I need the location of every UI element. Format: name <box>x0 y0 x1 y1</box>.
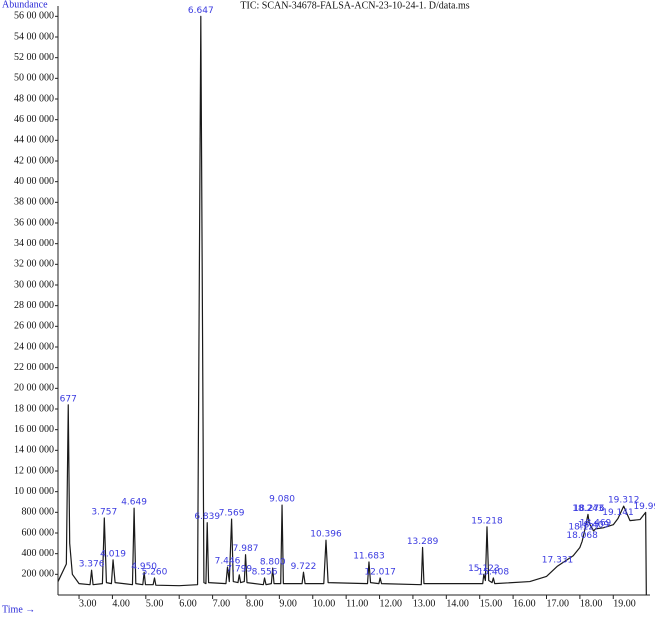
peak-label: 19.99 <box>633 502 655 512</box>
x-tick-label: 13.00 <box>413 598 436 609</box>
peak-label: 17.331 <box>542 556 574 566</box>
x-tick-label: 10.00 <box>313 598 336 609</box>
x-tick-label: 3.00 <box>79 598 97 609</box>
y-tick-label: 20 00 000 <box>14 383 54 394</box>
trace <box>57 15 647 596</box>
y-tick-label: 32 00 000 <box>14 259 54 270</box>
peak-label: 18.068 <box>566 531 598 541</box>
y-tick-label: 50 00 000 <box>14 73 54 84</box>
x-tick-label: 18.00 <box>580 598 603 609</box>
y-tick-label: 600 000 <box>22 527 55 538</box>
peak-label: 19.141 <box>602 508 634 518</box>
chart-title: TIC: SCAN-34678-FALSA-ACN-23-10-24-1. D/… <box>240 0 469 11</box>
y-tick-label: 36 00 000 <box>14 217 54 228</box>
y-tick-label: 200 000 <box>22 569 55 580</box>
peak-label: 12.017 <box>364 567 396 577</box>
peak-label: 9.080 <box>269 495 295 505</box>
peak-label: 4.950 <box>131 562 157 572</box>
x-tick-label: 9.00 <box>279 598 297 609</box>
x-tick-label: 16.00 <box>513 598 536 609</box>
peak-label: 4.649 <box>121 498 147 508</box>
y-tick-label: 12 00 000 <box>14 465 54 476</box>
y-tick-label: 16 00 000 <box>14 424 54 435</box>
peak-label: 4.019 <box>100 549 126 559</box>
y-tick-label: 38 00 000 <box>14 197 54 208</box>
y-tick-label: 56 00 000 <box>14 11 54 22</box>
y-tick-label: 48 00 000 <box>14 93 54 104</box>
y-tick-label: 40 00 000 <box>14 176 54 187</box>
y-tick-label: 42 00 000 <box>14 155 54 166</box>
y-tick-label: 400 000 <box>22 548 55 559</box>
peak-label: 18.127 <box>568 523 600 533</box>
x-tick-label: 17.00 <box>546 598 569 609</box>
x-tick-label: 11.00 <box>346 598 368 609</box>
x-tick-label: 12.00 <box>380 598 403 609</box>
y-tick-label: 28 00 000 <box>14 300 54 311</box>
peak-label: 18.469 <box>580 518 612 528</box>
x-tick-label: 14.00 <box>446 598 469 609</box>
y-axis-label: Abundance <box>2 0 48 10</box>
peak-label: 7.446 <box>215 557 241 567</box>
peak-label: 13.289 <box>407 537 439 547</box>
y-tick-label: 22 00 000 <box>14 362 54 373</box>
peak-label: 18.409 <box>578 520 610 530</box>
peak-label: 7.987 <box>233 544 259 554</box>
y-tick-label: 18 00 000 <box>14 403 54 414</box>
peak-label: 15.408 <box>478 567 510 577</box>
peak-label: 10.396 <box>310 530 342 540</box>
x-tick-label: 7.00 <box>213 598 231 609</box>
peak-label: 15.123 <box>468 564 500 574</box>
peak-label: 8.800 <box>260 558 286 568</box>
peak-label: 15.218 <box>471 516 503 526</box>
y-tick-label: 24 00 000 <box>14 341 54 352</box>
peak-label: 6.647 <box>188 6 214 16</box>
x-tick-label: 4.00 <box>112 598 129 609</box>
peak-label: 677 <box>60 394 77 404</box>
peak-label: 9.722 <box>291 562 317 572</box>
x-tick-label: 8.00 <box>246 598 263 609</box>
peak-label: 5.260 <box>142 567 168 577</box>
y-tick-label: 52 00 000 <box>14 52 54 63</box>
y-tick-label: 44 00 000 <box>14 135 54 146</box>
y-tick-label: 54 00 000 <box>14 31 54 42</box>
x-tick-label: 19.00 <box>613 598 636 609</box>
y-tick-label: 800 000 <box>22 507 55 518</box>
y-tick-label: 14 00 000 <box>14 445 54 456</box>
peak-label: 11.683 <box>353 551 385 561</box>
peak-label: 19.312 <box>608 496 640 506</box>
peak-label: 8.556 <box>252 567 278 577</box>
x-tick-label: 5.00 <box>146 598 164 609</box>
x-tick-label: 15.00 <box>480 598 503 609</box>
peak-label: 7.569 <box>219 509 245 519</box>
x-tick-label: 6.00 <box>179 598 197 609</box>
peak-label: 3.757 <box>91 508 117 518</box>
y-tick-label: 30 00 000 <box>14 279 54 290</box>
peak-label: 18.276 <box>573 504 605 514</box>
y-tick-label: 34 00 000 <box>14 238 54 249</box>
peak-label: 3.376 <box>79 560 105 570</box>
peak-label: 6.839 <box>194 512 220 522</box>
peak-label: 18.243 <box>572 504 604 514</box>
y-tick-label: 26 00 000 <box>14 321 54 332</box>
y-tick-label: 10 00 000 <box>14 486 54 497</box>
y-tick-label: 46 00 000 <box>14 114 54 125</box>
x-axis-label: Time → <box>2 604 35 615</box>
peak-label: 7.799 <box>226 564 252 574</box>
